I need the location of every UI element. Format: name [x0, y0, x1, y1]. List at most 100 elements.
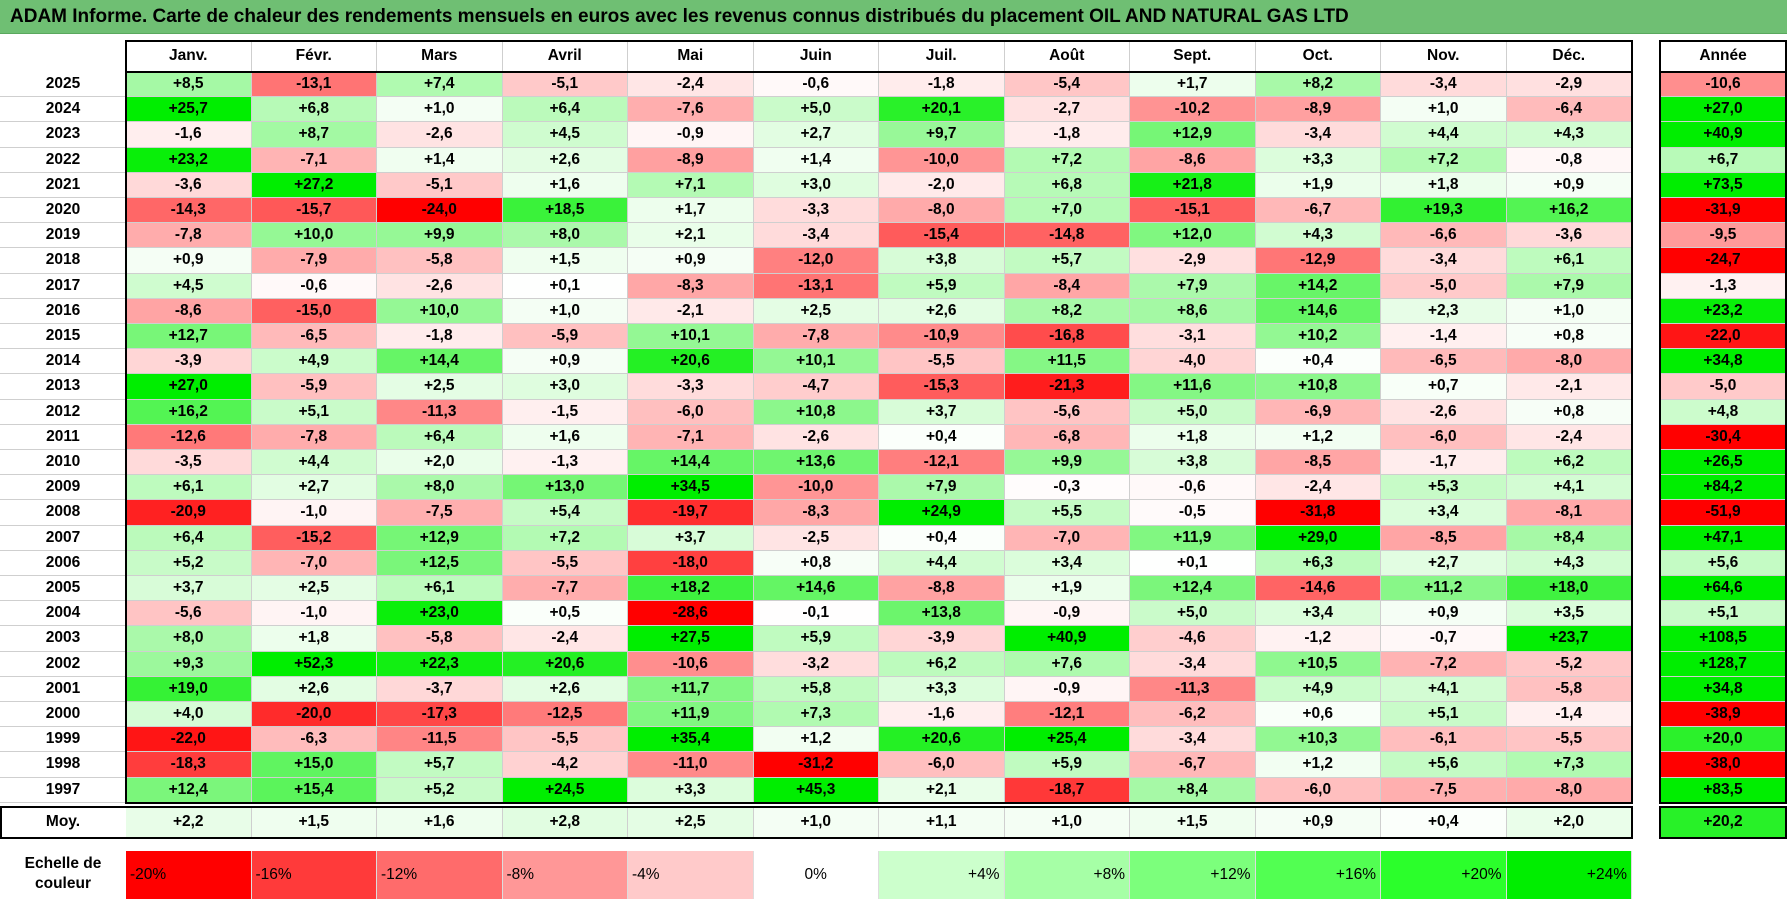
- heatmap-cell: +8,2: [1255, 72, 1381, 98]
- heatmap-cell: -0,9: [628, 122, 754, 148]
- heatmap-cell: -7,0: [1004, 525, 1130, 551]
- heatmap-cell: -3,5: [126, 450, 252, 476]
- heatmap-cell: +20,1: [879, 97, 1005, 123]
- heatmap-cell: -17,3: [377, 702, 503, 728]
- heatmap-cell: -8,6: [126, 298, 252, 324]
- heatmap-cell: -10,2: [1130, 97, 1256, 123]
- row-year-label: 2015: [0, 324, 126, 350]
- heatmap-cell: -7,5: [1381, 777, 1507, 803]
- heatmap-cell: -1,0: [251, 500, 377, 526]
- heatmap-cell: -2,5: [753, 525, 879, 551]
- heatmap-cell: +8,0: [502, 223, 628, 249]
- heatmap-cell: -0,6: [1130, 475, 1256, 501]
- row-year-label: 2004: [0, 601, 126, 627]
- heatmap-cell: -5,9: [251, 374, 377, 400]
- heatmap-cell: +13,6: [753, 450, 879, 476]
- heatmap-cell: +14,6: [753, 576, 879, 602]
- heatmap-cell: +16,2: [1506, 198, 1632, 224]
- heatmap-cell: -5,2: [1506, 651, 1632, 677]
- heatmap-cell: +5,1: [1381, 702, 1507, 728]
- row-year-label: 2012: [0, 399, 126, 425]
- heatmap-cell: +1,2: [1255, 752, 1381, 778]
- heatmap-cell: +0,8: [753, 550, 879, 576]
- heatmap-cell: +3,0: [502, 374, 628, 400]
- row-year-label: 2008: [0, 500, 126, 526]
- heatmap-cell: +7,9: [879, 475, 1005, 501]
- heatmap-cell: +0,5: [502, 601, 628, 627]
- heatmap-cell: -6,7: [1130, 752, 1256, 778]
- heatmap-cell: -0,7: [1381, 626, 1507, 652]
- row-year-label: 2013: [0, 374, 126, 400]
- heatmap-cell: -5,8: [1506, 676, 1632, 702]
- heatmap-cell: -15,4: [879, 223, 1005, 249]
- heatmap-cell: +1,4: [753, 147, 879, 173]
- heatmap-cell: +1,8: [251, 626, 377, 652]
- heatmap-cell: +8,0: [126, 626, 252, 652]
- heatmap-cell: +6,4: [502, 97, 628, 123]
- heatmap-cell: +20,6: [628, 349, 754, 375]
- heatmap-cell: +24,5: [502, 777, 628, 803]
- annual-cell: -24,7: [1660, 248, 1787, 274]
- row-year-label: 1998: [0, 752, 126, 778]
- heatmap-cell: -0,1: [753, 601, 879, 627]
- color-scale-step: -12%: [377, 851, 503, 899]
- heatmap-cell: +5,9: [753, 626, 879, 652]
- heatmap-cell: +5,8: [753, 676, 879, 702]
- heatmap-cell: -1,4: [1381, 324, 1507, 350]
- heatmap-cell: -3,9: [126, 349, 252, 375]
- heatmap-cell: -3,4: [1130, 727, 1256, 753]
- heatmap-cell: -5,8: [377, 248, 503, 274]
- heatmap-cell: -1,4: [1506, 702, 1632, 728]
- heatmap-cell: -3,4: [1255, 122, 1381, 148]
- heatmap-cell: -8,3: [628, 273, 754, 299]
- annual-cell: -51,9: [1660, 500, 1787, 526]
- heatmap-cell: +11,9: [1130, 525, 1256, 551]
- heatmap-cell: -6,0: [1255, 777, 1381, 803]
- column-header: Avril: [502, 41, 628, 72]
- heatmap-cell: -15,3: [879, 374, 1005, 400]
- heatmap-cell: -7,6: [628, 97, 754, 123]
- heatmap-cell: +3,8: [879, 248, 1005, 274]
- heatmap-cell: -2,1: [628, 298, 754, 324]
- heatmap-cell: -0,6: [251, 273, 377, 299]
- color-scale-label-line2: couleur: [35, 875, 91, 892]
- color-scale-step: +4%: [879, 851, 1005, 899]
- heatmap-cell: +1,2: [753, 727, 879, 753]
- heatmap-cell: +2,3: [1381, 298, 1507, 324]
- row-year-label: 2019: [0, 223, 126, 249]
- heatmap-cell: +19,0: [126, 676, 252, 702]
- heatmap-cell: +5,7: [1004, 248, 1130, 274]
- annual-cell: -5,0: [1660, 374, 1787, 400]
- heatmap-cell: +0,9: [502, 349, 628, 375]
- heatmap-cell: +0,8: [1506, 399, 1632, 425]
- annual-cell: +84,2: [1660, 475, 1787, 501]
- heatmap-cell: +4,4: [251, 450, 377, 476]
- heatmap-cell: +6,1: [1506, 248, 1632, 274]
- heatmap-cell: +1,8: [1381, 172, 1507, 198]
- row-year-label: 2025: [0, 72, 126, 98]
- heatmap-cell: -1,8: [1004, 122, 1130, 148]
- heatmap-cell: +6,1: [126, 475, 252, 501]
- heatmap-cell: +5,6: [1381, 752, 1507, 778]
- heatmap-cell: +3,4: [1004, 550, 1130, 576]
- heatmap-cell: +8,0: [377, 475, 503, 501]
- heatmap-cell: +4,5: [502, 122, 628, 148]
- heatmap-cell: -8,1: [1506, 500, 1632, 526]
- heatmap-cell: +9,9: [1004, 450, 1130, 476]
- color-scale-step: 0%: [753, 851, 879, 899]
- heatmap-cell: +10,8: [1255, 374, 1381, 400]
- row-year-label: 2024: [0, 97, 126, 123]
- column-header: Juil.: [879, 41, 1005, 72]
- heatmap-cell: -1,8: [377, 324, 503, 350]
- heatmap-cell: +6,8: [1004, 172, 1130, 198]
- heatmap-cell: -10,9: [879, 324, 1005, 350]
- heatmap-cell: +1,6: [502, 172, 628, 198]
- heatmap-cell: +3,5: [1506, 601, 1632, 627]
- heatmap-cell: -4,2: [502, 752, 628, 778]
- heatmap-cell: +1,9: [1004, 576, 1130, 602]
- heatmap-cell: -2,4: [1506, 424, 1632, 450]
- row-year-label: 1997: [0, 777, 126, 803]
- annual-cell: +73,5: [1660, 172, 1787, 198]
- heatmap-cell: -4,0: [1130, 349, 1256, 375]
- heatmap-cell: -5,1: [502, 72, 628, 98]
